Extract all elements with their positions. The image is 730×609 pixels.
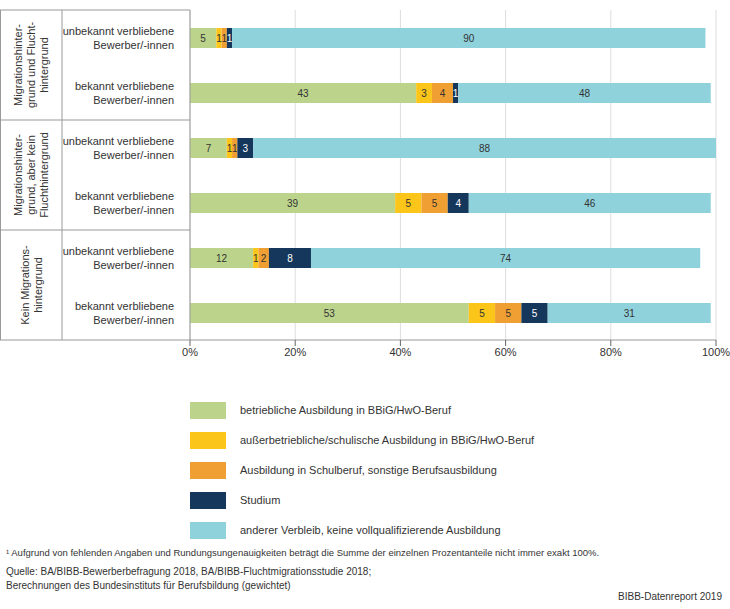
- svg-text:grund, aber kein: grund, aber kein: [25, 135, 37, 215]
- svg-text:Bewerber/-innen: Bewerber/-innen: [93, 39, 174, 51]
- svg-text:unbekannt verbliebene: unbekannt verbliebene: [63, 25, 174, 37]
- svg-text:90: 90: [463, 33, 475, 44]
- svg-text:0%: 0%: [182, 346, 198, 358]
- svg-text:Migrationshinter-: Migrationshinter-: [12, 134, 24, 216]
- svg-text:1: 1: [221, 32, 227, 44]
- svg-text:unbekannt verbliebene: unbekannt verbliebene: [63, 135, 174, 147]
- html-text:¹ Aufgrund von fehlenden Angab: ¹ Aufgrund von fehlenden Angaben und Run…: [6, 547, 600, 558]
- svg-text:Bewerber/-innen: Bewerber/-innen: [93, 259, 174, 271]
- svg-text:1: 1: [227, 33, 233, 44]
- svg-text:Bewerber/-innen: Bewerber/-innen: [93, 314, 174, 326]
- html-text:Ausbildung in Schulberuf, sons: Ausbildung in Schulberuf, sonstige Beruf…: [240, 464, 497, 476]
- svg-text:Bewerber/-innen: Bewerber/-innen: [93, 94, 174, 106]
- svg-text:3: 3: [242, 143, 248, 154]
- svg-text:8: 8: [287, 253, 293, 264]
- html-text:Berechnungen des Bundesinstitu: Berechnungen des Bundesinstituts für Ber…: [6, 580, 291, 591]
- svg-text:1: 1: [216, 32, 222, 44]
- svg-text:74: 74: [500, 253, 512, 264]
- svg-text:Bewerber/-innen: Bewerber/-innen: [93, 149, 174, 161]
- svg-text:hintergrund: hintergrund: [38, 37, 50, 93]
- svg-text:1: 1: [232, 143, 238, 154]
- svg-text:7: 7: [206, 143, 212, 154]
- svg-text:Bewerber/-innen: Bewerber/-innen: [93, 204, 174, 216]
- svg-text:39: 39: [287, 198, 299, 209]
- svg-text:5: 5: [505, 308, 511, 319]
- svg-text:Migrationshinter-: Migrationshinter-: [12, 24, 24, 106]
- html-text:Studium: Studium: [240, 494, 281, 506]
- svg-text:1: 1: [453, 88, 459, 99]
- svg-text:bekannt verbliebene: bekannt verbliebene: [75, 80, 174, 92]
- svg-text:1: 1: [226, 142, 233, 154]
- svg-text:12: 12: [216, 253, 228, 264]
- svg-text:5: 5: [479, 308, 485, 319]
- svg-text:5: 5: [200, 33, 206, 44]
- svg-text:5: 5: [432, 198, 438, 209]
- svg-text:4: 4: [440, 88, 446, 99]
- svg-text:3: 3: [421, 88, 427, 99]
- html-text:betriebliche Ausbildung in BBi: betriebliche Ausbildung in BBiG/HwO-Beru…: [240, 404, 451, 416]
- svg-text:1: 1: [253, 253, 259, 264]
- svg-text:4: 4: [455, 198, 461, 209]
- svg-text:46: 46: [584, 198, 596, 209]
- html-text:Quelle: BA/BIBB-Bewerberbefrag: Quelle: BA/BIBB-Bewerberbefragung 2018, …: [6, 566, 372, 577]
- svg-text:31: 31: [624, 308, 636, 319]
- svg-text:bekannt verbliebene: bekannt verbliebene: [75, 300, 174, 312]
- svg-text:Fluchthintergrund: Fluchthintergrund: [38, 132, 50, 218]
- html-text:anderer Verbleib, keine vollqu: anderer Verbleib, keine vollqualifiziere…: [240, 524, 501, 536]
- svg-text:2: 2: [261, 253, 267, 264]
- svg-text:40%: 40%: [389, 346, 411, 358]
- svg-text:hintergrund: hintergrund: [32, 257, 44, 313]
- svg-text:88: 88: [479, 143, 491, 154]
- svg-text:unbekannt verbliebene: unbekannt verbliebene: [63, 245, 174, 257]
- svg-text:60%: 60%: [495, 346, 517, 358]
- html-text:BIBB-Datenreport 2019: BIBB-Datenreport 2019: [618, 591, 722, 602]
- svg-text:48: 48: [579, 88, 591, 99]
- svg-text:Kein Migrations-: Kein Migrations-: [19, 245, 31, 325]
- svg-text:53: 53: [324, 308, 336, 319]
- svg-text:20%: 20%: [284, 346, 306, 358]
- svg-text:grund und Flucht-: grund und Flucht-: [25, 22, 37, 109]
- svg-text:100%: 100%: [702, 346, 722, 358]
- svg-text:5: 5: [406, 198, 412, 209]
- svg-text:5: 5: [532, 308, 538, 319]
- svg-text:bekannt verbliebene: bekannt verbliebene: [75, 190, 174, 202]
- svg-text:80%: 80%: [600, 346, 622, 358]
- html-text:außerbetriebliche/schulische A: außerbetriebliche/schulische Ausbildung …: [240, 434, 535, 446]
- svg-text:43: 43: [298, 88, 310, 99]
